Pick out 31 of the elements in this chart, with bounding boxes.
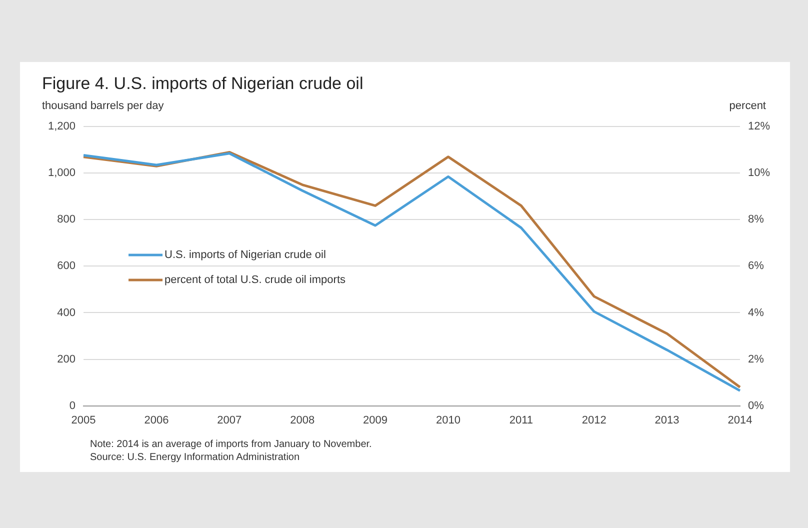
y2-tick-label: 10%	[748, 167, 770, 180]
y-tick-label: 1,200	[48, 120, 76, 133]
x-tick-label: 2010	[436, 414, 460, 426]
y2-tick-label: 4%	[748, 306, 764, 319]
source-note: Source: U.S. Energy Information Administration	[90, 451, 301, 464]
legend-label: U.S. imports of Nigerian crude oil	[164, 249, 326, 262]
y-tick-label: 800	[57, 214, 76, 226]
x-tick-label: 2008	[290, 414, 315, 426]
x-tick-label: 2005	[71, 414, 96, 426]
y2-tick-label: 0%	[748, 400, 764, 412]
x-tick-label: 2009	[363, 414, 388, 426]
x-tick-label: 2013	[654, 414, 680, 426]
y-tick-label: 0	[69, 400, 76, 412]
y2-tick-label: 2%	[748, 353, 764, 366]
x-tick-label: 2014	[728, 414, 752, 426]
y2-tick-label: 8%	[748, 214, 764, 226]
chart-title: Figure 4. U.S. imports of Nigerian crude oil	[42, 74, 364, 94]
x-tick-label: 2012	[582, 414, 606, 426]
y-tick-label: 200	[57, 353, 76, 366]
y2-axis-title: percent	[729, 100, 766, 112]
y-tick-label: 1,000	[48, 167, 76, 180]
x-tick-label: 2011	[509, 414, 533, 426]
y-tick-label: 400	[57, 306, 76, 319]
y2-tick-label: 12%	[748, 120, 770, 133]
x-tick-label: 2006	[144, 414, 169, 426]
y2-tick-label: 6%	[748, 260, 764, 272]
text: Note: 2014 is an average of imports from January to November.	[90, 438, 372, 451]
y-tick-label: 600	[57, 260, 76, 272]
x-tick-label: 2007	[217, 414, 242, 426]
legend-label: percent of total U.S. crude oil imports	[164, 274, 346, 286]
y-axis-title: thousand barrels per day	[42, 100, 164, 112]
